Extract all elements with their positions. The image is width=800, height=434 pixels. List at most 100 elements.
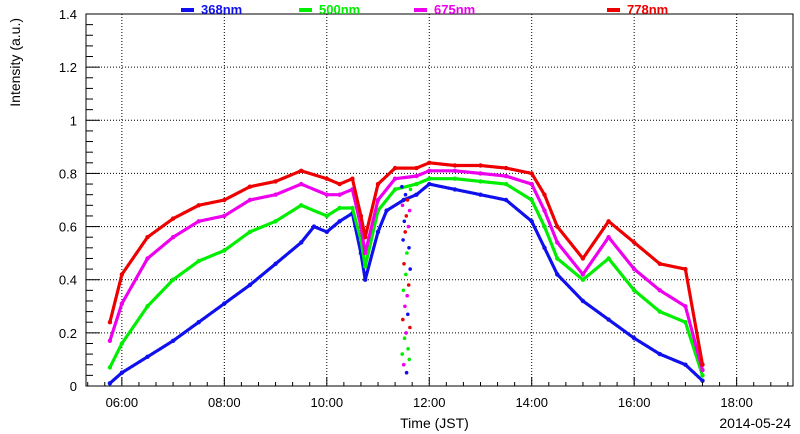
transient-point — [408, 267, 413, 271]
data-point-778nm — [414, 165, 419, 171]
data-point-778nm — [375, 181, 381, 187]
data-point-778nm — [222, 197, 227, 203]
transient-point — [403, 304, 407, 309]
data-point-675nm — [222, 213, 227, 219]
data-point-675nm — [606, 235, 611, 240]
data-point-500nm — [632, 288, 637, 293]
data-point-368nm — [247, 282, 253, 288]
data-point-675nm — [529, 181, 534, 187]
data-point-500nm — [503, 181, 509, 187]
transient-point — [407, 357, 412, 362]
data-point-500nm — [542, 224, 547, 229]
data-point-675nm — [542, 208, 547, 213]
data-point-500nm — [196, 258, 201, 264]
data-point-368nm — [337, 219, 342, 224]
data-point-368nm — [222, 301, 227, 306]
data-point-778nm — [299, 168, 304, 173]
data-point-675nm — [273, 192, 278, 197]
data-point-368nm — [427, 181, 432, 187]
data-point-778nm — [337, 181, 342, 187]
axes: 06:00 08:00 10:00 12:00 14:00 16:00 18:00 0 0.2 0… — [59, 7, 789, 410]
data-point-368nm — [580, 298, 586, 304]
data-point-500nm — [337, 205, 342, 211]
data-point-368nm — [273, 261, 278, 266]
data-point-675nm — [247, 197, 253, 203]
transient-point — [402, 336, 407, 341]
data-point-368nm — [119, 370, 125, 375]
data-point-675nm — [478, 171, 483, 176]
transient-point — [400, 352, 405, 356]
series-500nm — [108, 177, 705, 377]
data-point-368nm — [170, 338, 176, 343]
transient-point — [405, 251, 409, 255]
data-point-675nm — [299, 181, 304, 187]
data-point-368nm — [632, 336, 637, 341]
series-layer — [107, 160, 705, 386]
data-point-778nm — [363, 235, 368, 240]
data-point-778nm — [657, 261, 662, 266]
transient-point — [402, 262, 406, 266]
transient-point — [402, 219, 407, 224]
data-point-675nm — [119, 301, 125, 306]
x-tick-label: 10:00 — [311, 395, 344, 410]
data-point-368nm — [700, 378, 705, 383]
data-point-500nm — [580, 277, 586, 282]
data-point-368nm — [299, 240, 304, 245]
x-tick-label: 14:00 — [515, 395, 548, 410]
plot-frame — [85, 13, 794, 387]
transient-point — [401, 317, 405, 322]
transient-point — [401, 238, 405, 242]
date-label: 2014-05-24 — [719, 415, 791, 431]
data-point-500nm — [119, 341, 125, 346]
data-point-368nm — [542, 245, 547, 250]
data-point-675nm — [632, 266, 637, 272]
data-point-368nm — [324, 229, 329, 235]
data-point-778nm — [683, 266, 688, 272]
data-point-368nm — [452, 187, 458, 192]
data-point-675nm — [107, 338, 113, 343]
legend-label-675nm: 675nm — [434, 2, 475, 17]
data-point-368nm — [606, 317, 611, 322]
data-point-778nm — [392, 165, 398, 171]
y-tick-label: 0 — [70, 379, 77, 394]
data-point-778nm — [555, 224, 560, 229]
data-point-368nm — [414, 192, 419, 197]
data-point-675nm — [683, 304, 688, 309]
data-point-778nm — [529, 171, 534, 176]
data-point-500nm — [683, 320, 688, 325]
data-point-500nm — [700, 373, 705, 378]
data-point-368nm — [196, 320, 201, 325]
data-point-368nm — [363, 277, 368, 282]
data-point-778nm — [632, 240, 637, 245]
data-point-500nm — [657, 309, 662, 314]
data-point-778nm — [145, 235, 150, 240]
data-point-675nm — [363, 250, 368, 256]
data-point-778nm — [478, 163, 483, 168]
transient-point — [406, 312, 410, 317]
series-778nm — [108, 161, 705, 367]
data-point-500nm — [247, 229, 253, 235]
data-point-778nm — [273, 179, 278, 184]
transient-point — [406, 283, 411, 287]
data-point-778nm — [542, 192, 547, 197]
y-tick-label: 1 — [70, 113, 77, 128]
data-point-675nm — [503, 173, 509, 179]
data-point-778nm — [247, 184, 253, 189]
data-point-778nm — [580, 256, 586, 261]
data-point-500nm — [529, 197, 534, 203]
data-point-675nm — [414, 173, 419, 179]
data-point-778nm — [606, 219, 611, 224]
data-point-778nm — [119, 272, 125, 277]
data-point-500nm — [145, 304, 150, 309]
data-point-778nm — [452, 163, 458, 168]
y-tick-label: 0.2 — [59, 326, 77, 341]
data-point-778nm — [358, 213, 364, 219]
transient-point — [401, 288, 406, 293]
data-point-368nm — [311, 224, 317, 229]
data-point-368nm — [503, 197, 509, 203]
legend-label-368nm: 368nm — [201, 2, 242, 17]
transient-point — [406, 347, 410, 351]
data-point-778nm — [170, 216, 176, 221]
